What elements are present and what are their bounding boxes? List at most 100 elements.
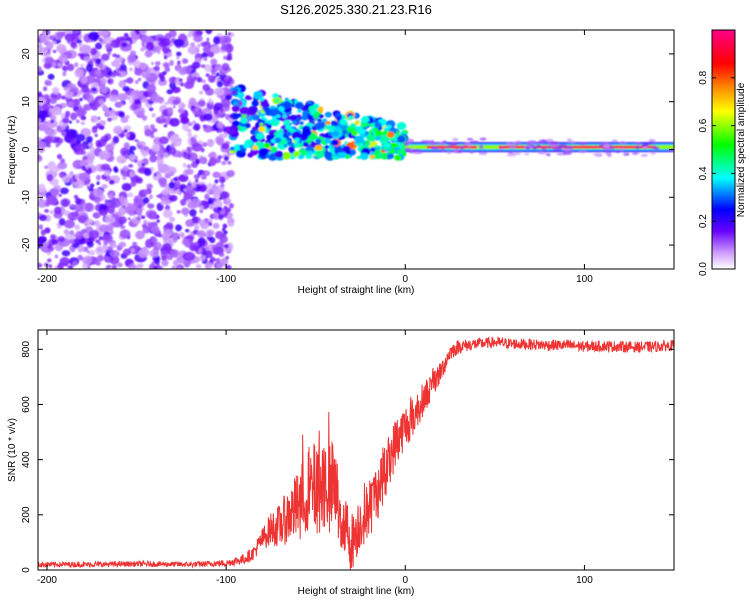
spectrogram-noise-mark [133,197,139,203]
spectrogram-noise-mark [211,197,217,202]
spectrogram-noise-mark [213,200,223,209]
spectrogram-noise-mark [84,202,94,211]
spectrogram-noise-mark [202,83,211,92]
spectrogram-noise-mark [45,201,50,207]
spectrogram-noise-mark [213,87,225,96]
spectrogram-noise-mark [68,120,73,124]
spectrogram-noise-mark [213,102,223,110]
spectrogram-noise-mark [39,34,50,44]
spectrogram-noise-mark [145,238,153,249]
spectrogram-noise-mark [228,203,234,209]
spectrogram-noise-mark [61,65,68,72]
carrier-band-speckle [499,147,504,151]
spectrogram-xtick-label: -100 [216,274,236,285]
spectrogram-signal-mark [396,121,407,130]
spectrogram-noise-mark [210,58,218,66]
spectrogram-noise-mark [209,236,216,244]
spectrogram-signal-mark [233,101,238,105]
spectrogram-noise-mark [38,155,42,160]
spectrogram-noise-mark [103,169,111,177]
spectrogram-noise-mark [208,203,215,210]
spectrogram-noise-mark [64,33,76,42]
spectrogram-signal-mark [270,146,278,153]
carrier-band-speckle [551,141,560,145]
spectrogram-noise-mark [192,216,198,224]
carrier-band-speckle [404,141,412,145]
spectrogram-noise-mark [122,205,126,209]
spectrogram-noise-mark [178,174,189,182]
spectrogram-noise-mark [204,218,209,224]
spectrogram-noise-mark [47,245,52,249]
spectrogram-noise-mark [170,249,180,258]
spectrogram-signal-mark [282,101,292,109]
carrier-band-speckle [578,142,588,146]
carrier-band-speckle [556,152,563,156]
carrier-band-speckle [440,148,446,152]
carrier-band-speckle [634,141,642,145]
spectrogram-signal-mark [373,127,379,132]
spectrogram-noise-mark [86,185,90,189]
spectrogram-noise-mark [86,250,90,254]
spectrogram-noise-mark [149,194,153,200]
spectrogram-xtick-label: 0 [402,274,408,285]
spectrogram-noise-mark [107,117,113,122]
spectrogram-noise-mark [221,62,230,71]
spectrogram-noise-mark [73,100,81,106]
spectrogram-signal-mark [302,128,312,137]
spectrogram-signal-mark [279,128,284,133]
spectrogram-noise-mark [39,214,48,222]
spectrogram-noise-mark [166,89,174,95]
spectrogram-noise-mark [56,43,67,53]
spectrogram-noise-mark [182,69,187,73]
spectrogram-noise-mark [216,258,221,263]
spectrogram-noise-mark [181,238,190,246]
spectrogram-noise-mark [225,55,233,61]
spectrogram-noise-mark [143,219,148,225]
spectrogram-signal-mark [229,114,234,118]
spectrogram-noise-mark [47,258,52,263]
spectrogram-noise-mark [109,250,120,258]
spectrogram-noise-mark [169,59,175,66]
carrier-band-speckle [420,139,431,143]
spectrogram-signal-mark [302,141,309,147]
spectrogram-noise-mark [40,229,46,236]
spectrogram-noise-mark [197,237,206,247]
spectrogram-signal-mark [297,109,302,113]
spectrogram-ytick-label: 10 [21,96,32,108]
spectrogram-noise-mark [153,65,160,72]
carrier-band-speckle [564,145,574,149]
spectrogram-noise-mark [128,217,131,221]
spectrogram-noise-mark [161,109,168,117]
spectrogram-noise-mark [110,242,117,249]
spectrogram-noise-mark [157,78,168,86]
spectrogram-signal-mark [240,117,248,124]
carrier-band-speckle [614,150,621,154]
spectrogram-noise-mark [199,254,207,261]
spectrogram-noise-mark [178,78,183,82]
spectrogram-noise-mark [118,111,125,118]
spectrogram-noise-mark [147,222,154,228]
spectrogram-signal-mark [364,143,370,148]
carrier-band-speckle [459,146,465,150]
spectrogram-noise-mark [74,133,86,142]
spectrogram-noise-mark [194,223,199,228]
spectrogram-noise-mark [172,99,180,105]
spectrogram-noise-mark [60,198,71,207]
spectrogram-noise-mark [121,41,128,48]
spectrogram-noise-mark [159,178,167,188]
spectrogram-noise-mark [164,204,171,211]
carrier-band-speckle [507,145,517,149]
spectrogram-noise-mark [126,95,132,101]
spectrogram-noise-mark [162,152,170,159]
spectrogram-noise-mark [221,161,227,166]
spectrogram-noise-mark [134,195,139,199]
spectrogram-noise-mark [49,210,54,215]
spectrogram-noise-mark [129,133,136,141]
spectrogram-noise-mark [136,263,143,269]
spectrogram-noise-mark [198,219,206,227]
spectrogram-signal-mark [314,149,325,159]
spectrogram-noise-mark [172,138,182,147]
spectrogram-signal-mark [330,120,338,127]
spectrogram-noise-mark [81,165,87,171]
spectrogram-signal-mark [248,105,259,115]
